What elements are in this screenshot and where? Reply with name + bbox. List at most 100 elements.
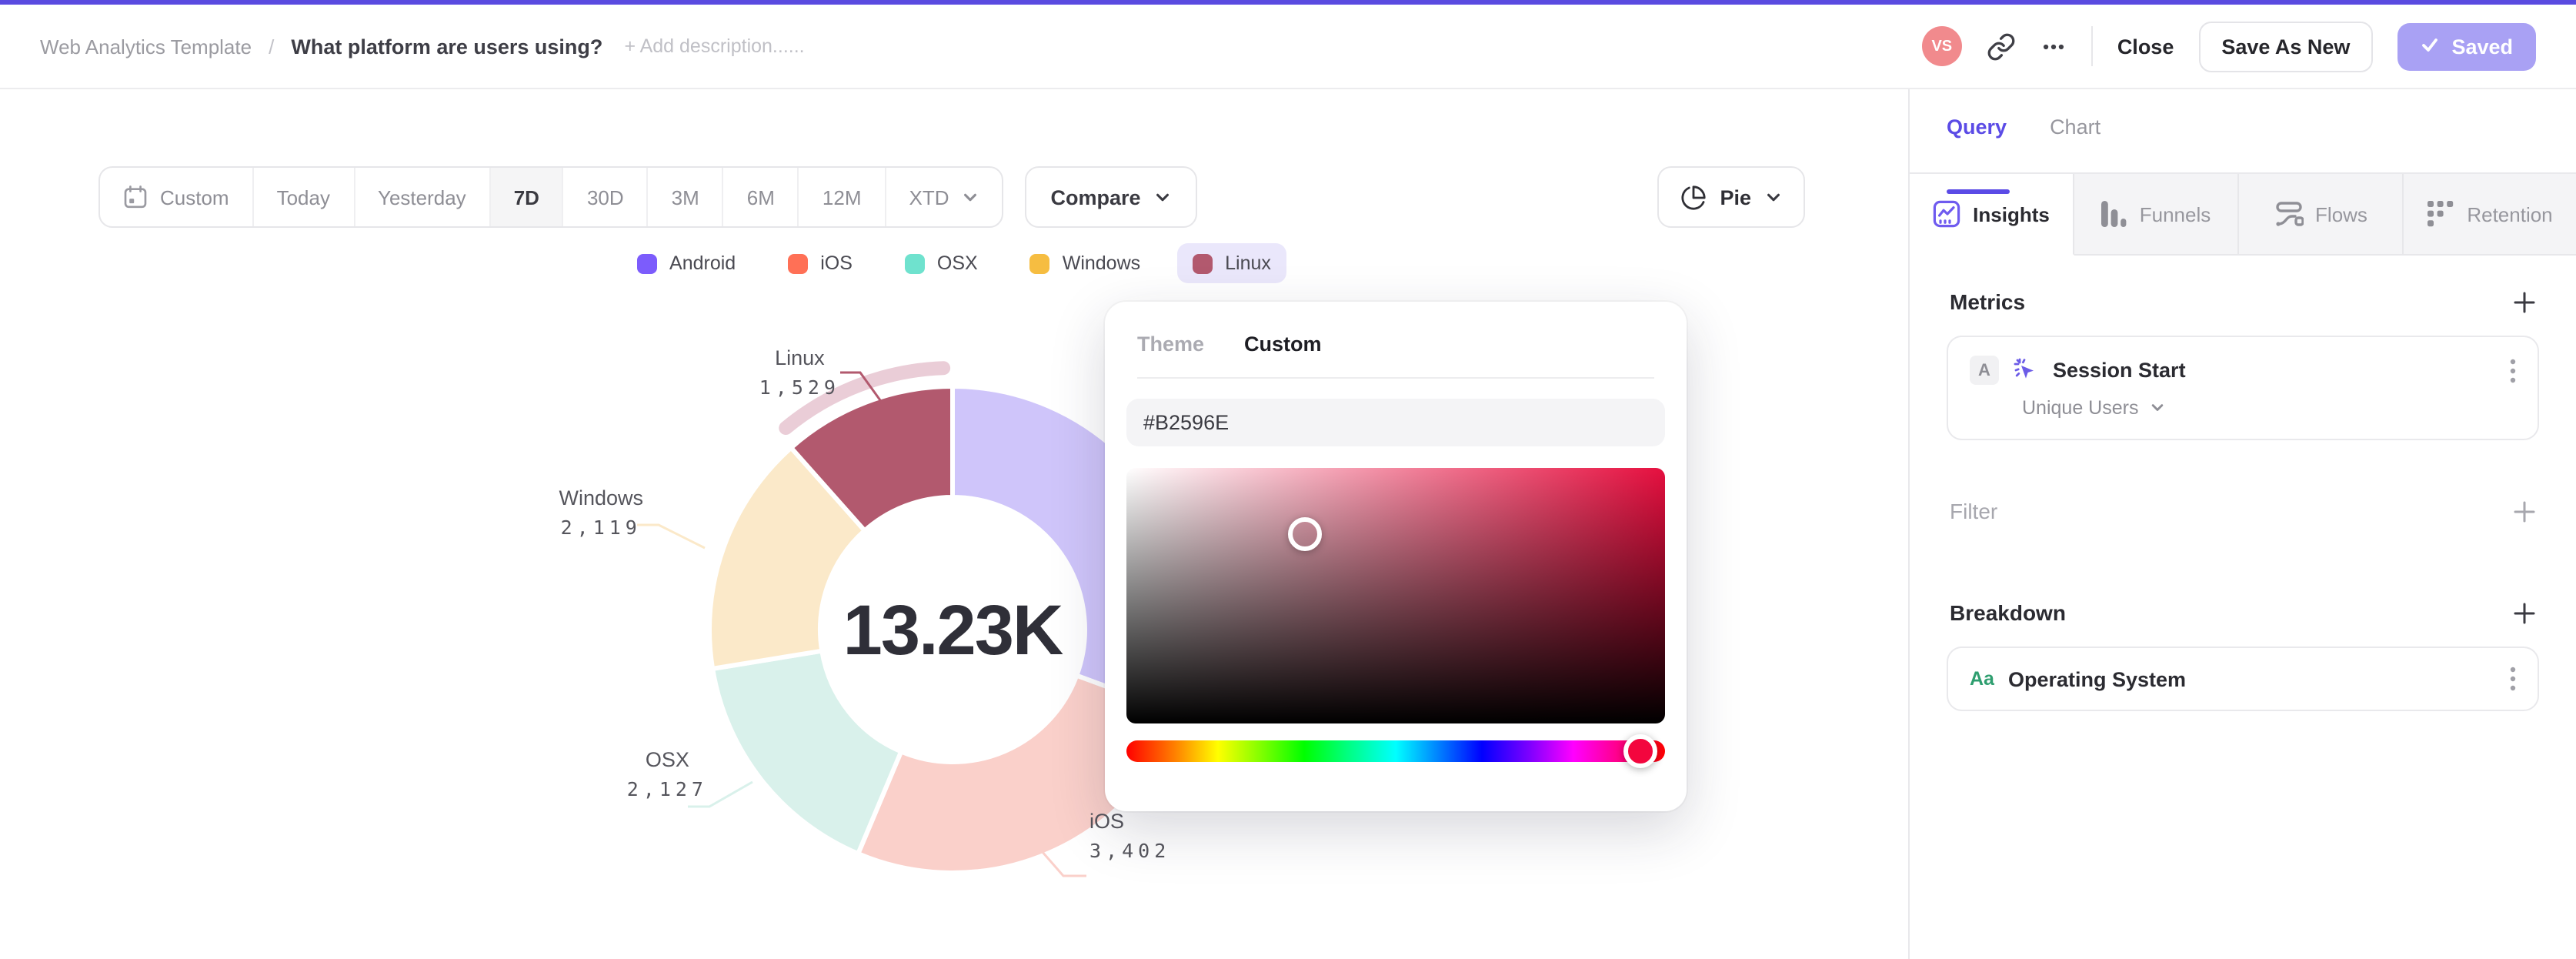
slice-label-name: OSX: [645, 748, 689, 771]
tab-chart[interactable]: Chart: [2050, 115, 2101, 139]
chevron-down-icon: [1156, 192, 1170, 201]
plus-icon: [2514, 602, 2535, 623]
metric-card[interactable]: A Session Start Unique Users: [1947, 336, 2539, 440]
avatar[interactable]: VS: [1921, 26, 1962, 66]
tab-insights[interactable]: Insights: [1910, 174, 2074, 256]
aggregation-selector[interactable]: Unique Users: [2022, 397, 2516, 419]
save-as-new-button[interactable]: Save As New: [2198, 21, 2374, 72]
date-range-30d[interactable]: 30D: [564, 168, 649, 226]
subtab-label: Insights: [1973, 202, 2050, 226]
chart-legend: Android iOS OSX Windows Linux: [0, 243, 1908, 283]
tab-retention[interactable]: Retention: [2404, 174, 2576, 256]
date-range-6m[interactable]: 6M: [724, 168, 799, 226]
hue-slider-thumb[interactable]: [1623, 734, 1658, 768]
add-filter-button[interactable]: [2513, 500, 2536, 523]
chart-pane: Custom Today Yesterday 7D 30D 3M 6M 12M XTD Comp…: [0, 89, 1908, 959]
date-range-3m[interactable]: 3M: [649, 168, 724, 226]
legend-label: Windows: [1062, 252, 1141, 274]
legend-label: Linux: [1225, 252, 1271, 274]
pie-slice-linux[interactable]: [789, 384, 955, 533]
breadcrumb-root[interactable]: Web Analytics Template: [40, 35, 252, 58]
saved-label: Saved: [2451, 35, 2513, 58]
plus-icon: [2514, 500, 2535, 522]
legend-item-linux[interactable]: Linux: [1177, 243, 1286, 283]
pie-slice-windows[interactable]: [707, 445, 867, 671]
date-range-12m[interactable]: 12M: [799, 168, 886, 226]
close-button[interactable]: Close: [2117, 35, 2174, 58]
subtab-label: Retention: [2467, 202, 2553, 226]
breakdown-property-label: Operating System: [2007, 667, 2187, 690]
metric-event-label: Session Start: [2053, 359, 2186, 382]
compare-label: Compare: [1050, 185, 1141, 209]
header-divider: [2090, 26, 2093, 66]
date-range-today[interactable]: Today: [254, 168, 355, 226]
date-range-label: Custom: [160, 185, 229, 209]
breakdown-card-row: Aa Operating System: [1970, 667, 2516, 691]
date-range-yesterday[interactable]: Yesterday: [355, 168, 491, 226]
more-options-icon[interactable]: [2040, 33, 2067, 59]
slice-label-value: 2,127: [626, 777, 708, 800]
slice-label-osx: OSX 2,127: [627, 748, 708, 800]
color-picker-tabs: Theme Custom: [1105, 302, 1687, 377]
legend-swatch: [637, 253, 658, 273]
gradient-cursor[interactable]: [1287, 517, 1321, 552]
subtab-label: Funnels: [2139, 202, 2211, 226]
saved-button[interactable]: Saved: [2397, 22, 2536, 70]
highlight-ring-linux: [779, 361, 951, 436]
tab-funnels[interactable]: Funnels: [2074, 174, 2239, 256]
add-metric-button[interactable]: [2513, 290, 2536, 313]
legend-swatch: [904, 253, 925, 273]
add-breakdown-button[interactable]: [2513, 601, 2536, 624]
date-range-custom[interactable]: Custom: [100, 168, 254, 226]
sidebar-tabs: Query Chart: [1910, 89, 2576, 194]
retention-icon: [2428, 201, 2454, 227]
chevron-down-icon: [2151, 404, 2163, 411]
date-range-xtd[interactable]: XTD: [886, 168, 1002, 226]
share-link-icon[interactable]: [1987, 32, 2016, 61]
color-picker-popup: Theme Custom #B2596E: [1105, 302, 1687, 811]
filter-section-header: Filter: [1910, 499, 2576, 523]
metric-card-row: A Session Start: [1970, 356, 2516, 385]
tab-custom[interactable]: Custom: [1244, 332, 1322, 356]
tab-flows[interactable]: Flows: [2239, 174, 2404, 256]
breakdown-section-header: Breakdown: [1910, 600, 2576, 625]
breakdown-card[interactable]: Aa Operating System: [1947, 647, 2539, 711]
slice-label-name: Linux: [775, 346, 825, 369]
kebab-menu-icon[interactable]: [2510, 667, 2516, 691]
top-actions: VS Close Save As New Saved: [1921, 21, 2536, 72]
date-range-label: 3M: [671, 185, 699, 209]
chart-toolbar: Custom Today Yesterday 7D 30D 3M 6M 12M XTD Comp…: [98, 166, 1810, 228]
plus-icon: [2514, 291, 2535, 312]
legend-item-osx[interactable]: OSX: [889, 243, 993, 283]
chart-type-button[interactable]: Pie: [1657, 166, 1805, 228]
insight-type-tabs: Insights Funnels: [1910, 172, 2576, 256]
pie-chart-icon: [1680, 185, 1706, 209]
add-description-button[interactable]: + Add description......: [624, 35, 805, 57]
chevron-down-icon: [963, 192, 976, 201]
compare-button[interactable]: Compare: [1024, 166, 1198, 228]
tab-theme[interactable]: Theme: [1137, 332, 1205, 356]
slice-label-value: 1,529: [759, 376, 840, 399]
kebab-menu-icon[interactable]: [2510, 358, 2516, 383]
breakdown-title: Breakdown: [1950, 600, 2066, 625]
legend-swatch: [788, 253, 809, 273]
slice-label-value: 2,119: [560, 516, 642, 539]
page-title[interactable]: What platform are users using?: [291, 35, 603, 58]
hue-slider[interactable]: [1126, 734, 1665, 768]
legend-item-android[interactable]: Android: [622, 243, 751, 283]
legend-item-ios[interactable]: iOS: [772, 243, 868, 283]
date-range-7d[interactable]: 7D: [490, 168, 564, 226]
tab-query[interactable]: Query: [1947, 115, 2010, 194]
series-badge: A: [1970, 356, 1999, 385]
date-range-label: 7D: [513, 185, 539, 209]
date-range-label: 6M: [746, 185, 775, 209]
calendar-icon: [124, 185, 147, 209]
legend-item-windows[interactable]: Windows: [1015, 243, 1156, 283]
saturation-value-gradient[interactable]: [1126, 468, 1665, 723]
filter-title: Filter: [1950, 499, 1998, 523]
aggregation-label: Unique Users: [2022, 397, 2139, 419]
hex-color-input[interactable]: #B2596E: [1126, 399, 1665, 446]
leader-line-windows: [637, 523, 706, 550]
pie-slice-osx[interactable]: [710, 648, 904, 857]
